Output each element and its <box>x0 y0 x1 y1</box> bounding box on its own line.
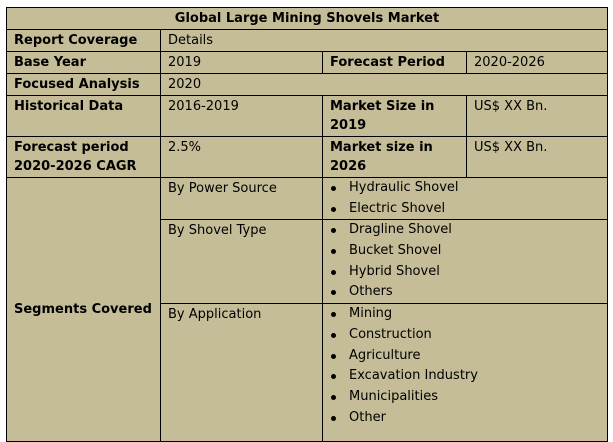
list-item: Construction <box>324 325 607 346</box>
segment-group-name: By Shovel Type <box>160 219 323 305</box>
market-size-2026-value: US$ XX Bn. <box>466 136 608 178</box>
segment-list: Dragline Shovel Bucket Shovel Hybrid Sho… <box>324 221 607 303</box>
forecast-cagr-label: Forecast period 2020-2026 CAGR <box>6 136 161 178</box>
segments-covered-label: Segments Covered <box>6 176 161 442</box>
list-item: Agriculture <box>324 346 607 367</box>
market-size-2019-label: Market Size in 2019 <box>322 95 467 137</box>
segment-list: Hydraulic Shovel Electric Shovel <box>324 179 607 219</box>
list-item: Hybrid Shovel <box>324 262 607 283</box>
forecast-period-label: Forecast Period <box>322 51 467 74</box>
list-item: Bucket Shovel <box>324 241 607 262</box>
list-item: Others <box>324 282 607 302</box>
list-item: Dragline Shovel <box>324 221 607 241</box>
list-item: Other <box>324 408 607 429</box>
historical-data-label: Historical Data <box>6 95 161 137</box>
market-size-2026-label: Market size in 2026 <box>322 136 467 178</box>
table-title: Global Large Mining Shovels Market <box>6 7 608 30</box>
list-item: Mining <box>324 305 607 325</box>
report-coverage-value: Details <box>160 29 608 52</box>
market-size-2019-value: US$ XX Bn. <box>466 95 608 137</box>
focused-analysis-value: 2020 <box>160 73 608 96</box>
list-item: Hydraulic Shovel <box>324 179 607 199</box>
base-year-value: 2019 <box>160 51 323 74</box>
historical-data-value: 2016-2019 <box>160 95 323 137</box>
forecast-cagr-value: 2.5% <box>160 136 323 178</box>
base-year-label: Base Year <box>6 51 161 74</box>
segment-group-name: By Power Source <box>160 176 323 221</box>
focused-analysis-label: Focused Analysis <box>6 73 161 96</box>
segment-list: Mining Construction Agriculture Excavati… <box>324 305 607 429</box>
list-item: Municipalities <box>324 387 607 408</box>
segment-group-name: By Application <box>160 303 323 442</box>
forecast-period-value: 2020-2026 <box>466 51 608 74</box>
market-report-table: Global Large Mining Shovels Market Repor… <box>6 7 608 442</box>
report-coverage-label: Report Coverage <box>6 29 161 52</box>
list-item: Electric Shovel <box>324 199 607 219</box>
list-item: Excavation Industry <box>324 366 607 387</box>
